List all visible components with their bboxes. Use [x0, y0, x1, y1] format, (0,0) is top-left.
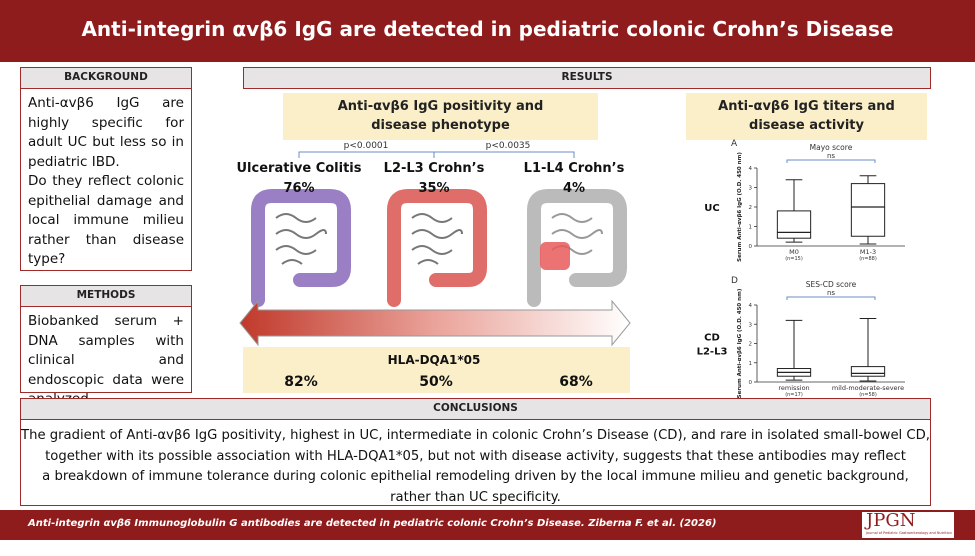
x-tick-label: remission — [778, 384, 809, 392]
plot-label: D — [731, 276, 738, 286]
background-box: Anti-αvβ6 IgG are highly specific for ad… — [20, 89, 192, 271]
positivity: 76% — [283, 181, 314, 196]
colon-uc — [251, 189, 351, 307]
methods-box: Biobanked serum + DNA samples with clini… — [20, 307, 192, 407]
colon-l1l4 — [527, 189, 627, 307]
conclusion-line: The gradient of Anti-αvβ6 IgG positivity… — [21, 428, 930, 443]
box — [776, 210, 812, 239]
ns-bracket — [786, 159, 876, 163]
bracket — [433, 151, 575, 158]
paragraph: Do they reflect colonic epithelial damag… — [28, 173, 184, 267]
y-tick-label: 2 — [749, 342, 753, 348]
hla-title: HLA-DQA1*05 — [388, 353, 481, 367]
positivity: 4% — [563, 181, 585, 196]
y-tick-label: 3 — [749, 322, 753, 328]
conclusion-line: rather than UC specificity. — [390, 489, 561, 505]
n-label: (n=58) — [859, 392, 877, 398]
header-bar — [0, 0, 975, 62]
panel-title: Anti-αvβ6 IgG titers and disease activit… — [686, 93, 927, 140]
group-name: L1-L4 Crohn’s — [524, 161, 625, 176]
ns-bracket — [786, 296, 876, 300]
p-value: p<0.0035 — [486, 141, 531, 151]
x-tick-label: M0 — [789, 248, 799, 256]
x-tick-label: M1-3 — [860, 248, 876, 256]
footer-bar — [0, 510, 975, 540]
colon-l2l3 — [387, 189, 487, 307]
bracket — [298, 151, 435, 158]
y-tick-label: 2 — [749, 205, 753, 211]
conclusion-line: a breakdown of immune tolerance during c… — [42, 469, 909, 484]
conclusions-box: The gradient of Anti-αvβ6 IgG positivity… — [20, 420, 931, 506]
gradient-arrow — [239, 299, 631, 347]
logo-subtitle: Journal of Pediatric Gastroenterology an… — [866, 531, 952, 535]
section-heading: RESULTS — [243, 67, 931, 89]
conclusion-line: together with its possible association w… — [45, 448, 906, 464]
panel-title: Anti-αvβ6 IgG positivity and disease phe… — [283, 93, 598, 140]
group-label: CD — [704, 333, 720, 344]
group-name: Ulcerative Colitis — [237, 161, 362, 176]
ns-label: ns — [827, 152, 835, 160]
logo: JPGN — [866, 510, 916, 531]
section-heading: BACKGROUND — [20, 67, 192, 89]
box — [850, 366, 886, 377]
n-label: (n=17) — [785, 392, 803, 398]
group-label: UC — [704, 203, 719, 214]
hla-box — [243, 347, 630, 393]
ns-label: ns — [827, 289, 835, 297]
hla-percent: 50% — [419, 374, 453, 390]
hla-percent: 82% — [284, 374, 318, 390]
y-tick-label: 0 — [749, 244, 753, 250]
y-tick-label: 3 — [749, 186, 753, 192]
paragraph: Anti-αvβ6 IgG are highly specific for ad… — [28, 95, 184, 170]
y-tick-label: 4 — [749, 303, 753, 309]
group-label: L2-L3 — [697, 347, 728, 358]
plot-title: SES-CD score — [806, 280, 857, 289]
y-tick-label: 4 — [749, 166, 753, 172]
citation: Anti-integrin αvβ6 Immunoglobulin G anti… — [28, 518, 717, 529]
n-label: (n=88) — [859, 256, 877, 262]
x-tick-label: mild-moderate-severe — [832, 384, 904, 392]
y-axis-label: Serum Anti-αvβ6 IgG (O.D. 450 nm) — [737, 152, 743, 262]
y-tick-label: 0 — [749, 380, 753, 386]
y-tick-label: 1 — [749, 225, 753, 231]
plot-title: Mayo score — [810, 143, 853, 152]
paragraph: Biobanked serum + DNA samples with clini… — [28, 313, 184, 407]
section-heading: METHODS — [20, 285, 192, 307]
y-tick-label: 1 — [749, 361, 753, 367]
y-axis-label: Serum Anti-αvβ6 IgG (O.D. 450 nm) — [737, 288, 743, 398]
plot-label: A — [731, 139, 738, 149]
n-label: (n=15) — [785, 256, 803, 262]
hla-percent: 68% — [559, 374, 593, 390]
title: Anti-integrin αvβ6 IgG are detected in p… — [81, 17, 894, 41]
section-heading: CONCLUSIONS — [20, 398, 931, 420]
box — [850, 183, 886, 237]
p-value: p<0.0001 — [344, 141, 389, 151]
positivity: 35% — [418, 181, 449, 196]
group-name: L2-L3 Crohn’s — [384, 161, 485, 176]
logo-box — [862, 512, 954, 538]
